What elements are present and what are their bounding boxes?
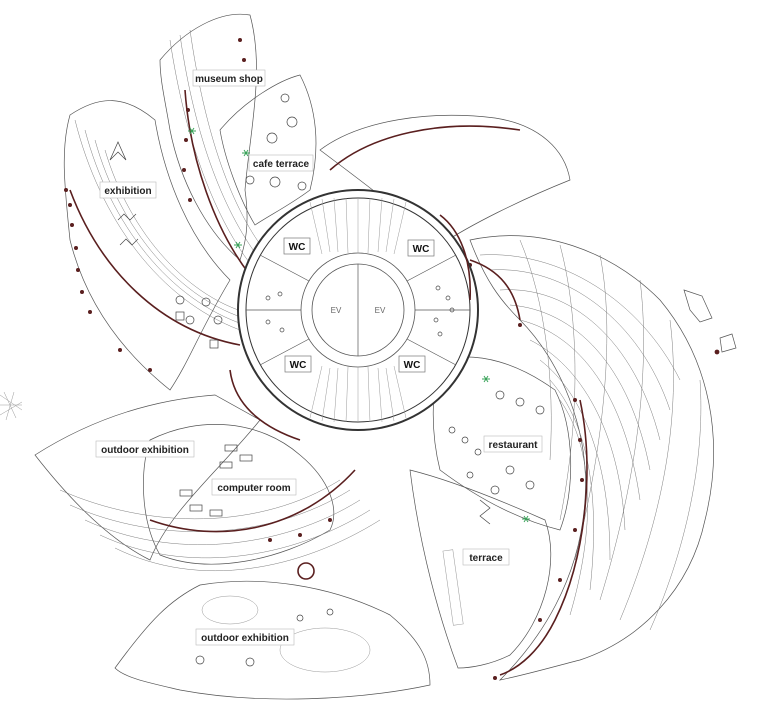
svg-text:exhibition: exhibition — [104, 186, 151, 197]
label-outdoor-exhibition-upper: outdoor exhibition — [95, 440, 195, 458]
structure-nodes — [64, 38, 584, 680]
museum-shop-area — [159, 13, 257, 261]
trees — [188, 127, 530, 523]
label-terrace: terrace — [462, 548, 510, 566]
wc-label-sw: WC — [284, 355, 312, 373]
svg-text:outdoor exhibition: outdoor exhibition — [101, 445, 189, 456]
label-cafe-terrace: cafe terrace — [248, 154, 314, 172]
svg-text:cafe terrace: cafe terrace — [253, 159, 310, 170]
outlier-shape — [683, 289, 713, 323]
svg-text:restaurant: restaurant — [489, 440, 539, 451]
restaurant-area — [432, 356, 572, 531]
furniture — [109, 93, 545, 667]
computer-room-area — [143, 424, 334, 565]
terrace-area — [409, 469, 552, 669]
cafe-terrace-area — [219, 74, 317, 226]
label-outdoor-exhibition-lower: outdoor exhibition — [195, 628, 295, 646]
ev-label-right: EV — [375, 306, 386, 315]
label-museum-shop: museum shop — [192, 69, 266, 87]
east-canopy-shell — [469, 235, 714, 681]
wc-label-nw: WC — [283, 237, 311, 255]
exhibition-area — [63, 100, 231, 391]
outdoor-exhibition-upper-area — [34, 394, 261, 561]
wc-label-se: WC — [398, 355, 426, 373]
svg-text:outdoor exhibition: outdoor exhibition — [201, 633, 289, 644]
svg-text:WC: WC — [413, 244, 430, 255]
label-exhibition: exhibition — [99, 181, 157, 199]
label-restaurant: restaurant — [483, 435, 543, 453]
svg-text:WC: WC — [404, 360, 421, 371]
svg-text:museum shop: museum shop — [195, 74, 263, 85]
label-computer-room: computer room — [211, 478, 297, 496]
svg-text:WC: WC — [290, 360, 307, 371]
starburst — [0, 391, 23, 421]
svg-text:computer room: computer room — [217, 483, 290, 494]
svg-text:WC: WC — [289, 242, 306, 253]
wc-label-ne: WC — [407, 239, 435, 257]
outdoor-exhibition-lower-area — [114, 580, 431, 700]
svg-text:terrace: terrace — [469, 553, 503, 564]
east-canopy-grid — [479, 239, 702, 631]
ev-label-left: EV — [331, 306, 342, 315]
central-core — [237, 189, 479, 431]
